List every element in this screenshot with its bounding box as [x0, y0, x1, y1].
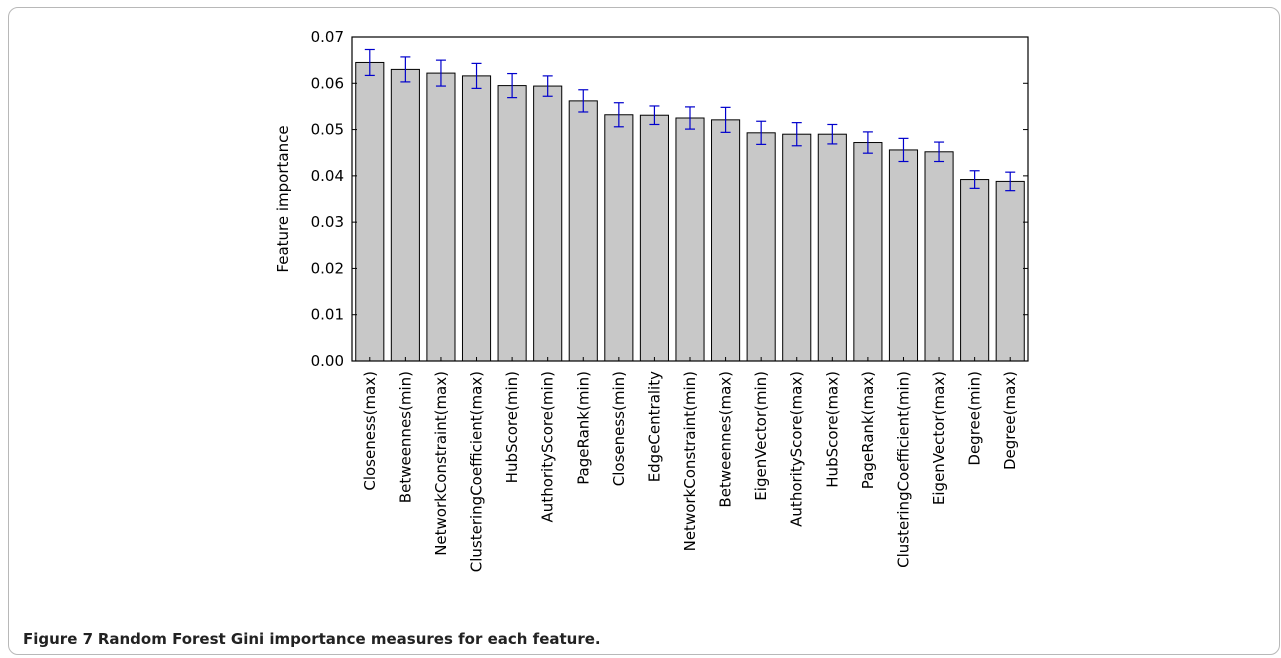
bar: [817, 133, 847, 362]
x-axis-category-labels: Closeness(max) Betweennes(min) NetworkCons…: [361, 357, 1019, 572]
error-bar: [400, 56, 411, 83]
x-tick-label: NetworkConstraint(max): [432, 371, 450, 556]
bar: [533, 85, 563, 362]
x-tick-label: ClusteringCoefficient(min): [894, 371, 912, 568]
bar: [461, 75, 492, 362]
bar: [782, 133, 812, 362]
y-tick-label: 0.01: [311, 306, 344, 324]
x-tick-label: PageRank(max): [859, 371, 877, 489]
x-tick-label: EdgeCentrality: [645, 371, 663, 482]
y-tick-label: 0.07: [311, 28, 344, 46]
x-tick-label: Betweennes(max): [717, 371, 735, 508]
bar: [604, 114, 634, 362]
error-bar: [791, 122, 802, 147]
bar: [568, 100, 598, 362]
bar: [960, 179, 990, 362]
x-tick-label: PageRank(min): [574, 371, 592, 485]
error-bar: [898, 137, 909, 163]
y-tick-label: 0.06: [311, 74, 344, 92]
error-bar: [542, 75, 553, 97]
y-tick-label: 0.00: [311, 352, 344, 370]
error-bar: [720, 106, 731, 133]
error-bar: [578, 89, 589, 113]
bar: [853, 142, 883, 362]
y-tick-label: 0.02: [311, 259, 344, 277]
x-tick-label: AuthorityScore(min): [539, 371, 557, 522]
error-bar: [649, 105, 660, 126]
bar: [639, 114, 669, 362]
y-axis-ticks: 0.00 0.01 0.02 0.03 0.04 0.05 0.06 0.07: [311, 28, 1028, 370]
bar: [355, 61, 385, 362]
x-tick-label: EigenVector(min): [752, 371, 770, 501]
error-bar: [756, 120, 767, 145]
error-bars-layer: [364, 48, 1016, 192]
x-tick-label: AuthorityScore(max): [788, 371, 806, 527]
error-bar: [1005, 171, 1016, 192]
error-bar: [685, 106, 695, 130]
bar: [675, 117, 705, 362]
bar: [888, 149, 919, 362]
bar: [924, 151, 954, 362]
bar: [746, 132, 776, 362]
x-tick-label: EigenVector(max): [930, 371, 948, 505]
x-tick-label: Betweennes(min): [396, 371, 414, 503]
y-tick-label: 0.05: [311, 121, 344, 139]
x-tick-label: NetworkConstraint(min): [681, 371, 699, 551]
bar: [497, 85, 527, 362]
x-tick-label: Closeness(max): [361, 371, 379, 491]
x-tick-label: Degree(min): [966, 371, 984, 466]
bar: [390, 68, 420, 362]
x-tick-label: HubScore(min): [503, 371, 521, 483]
error-bar: [435, 59, 446, 87]
x-tick-label: ClusteringCoefficient(max): [468, 371, 486, 572]
x-tick-label: Degree(max): [1001, 371, 1019, 470]
figure-caption: Figure 7 Random Forest Gini importance m…: [23, 630, 601, 648]
error-bar: [471, 62, 482, 89]
x-tick-label: HubScore(max): [823, 371, 841, 488]
error-bar: [827, 123, 838, 145]
x-tick-label: Closeness(min): [610, 371, 628, 486]
error-bar: [613, 102, 624, 128]
y-tick-label: 0.03: [311, 213, 344, 231]
figure-caption-text: Random Forest Gini importance measures f…: [97, 630, 601, 648]
error-bar: [934, 141, 945, 163]
bar: [711, 119, 741, 362]
bar: [995, 180, 1025, 362]
y-tick-label: 0.04: [311, 167, 344, 185]
error-bar: [862, 131, 873, 154]
bar: [426, 72, 456, 362]
error-bar: [969, 170, 980, 189]
bars-layer: [355, 61, 1025, 362]
y-axis-label: Feature importance: [274, 125, 292, 272]
figure-number: Figure 7: [23, 630, 94, 648]
error-bar: [364, 48, 375, 77]
error-bar: [507, 72, 518, 99]
